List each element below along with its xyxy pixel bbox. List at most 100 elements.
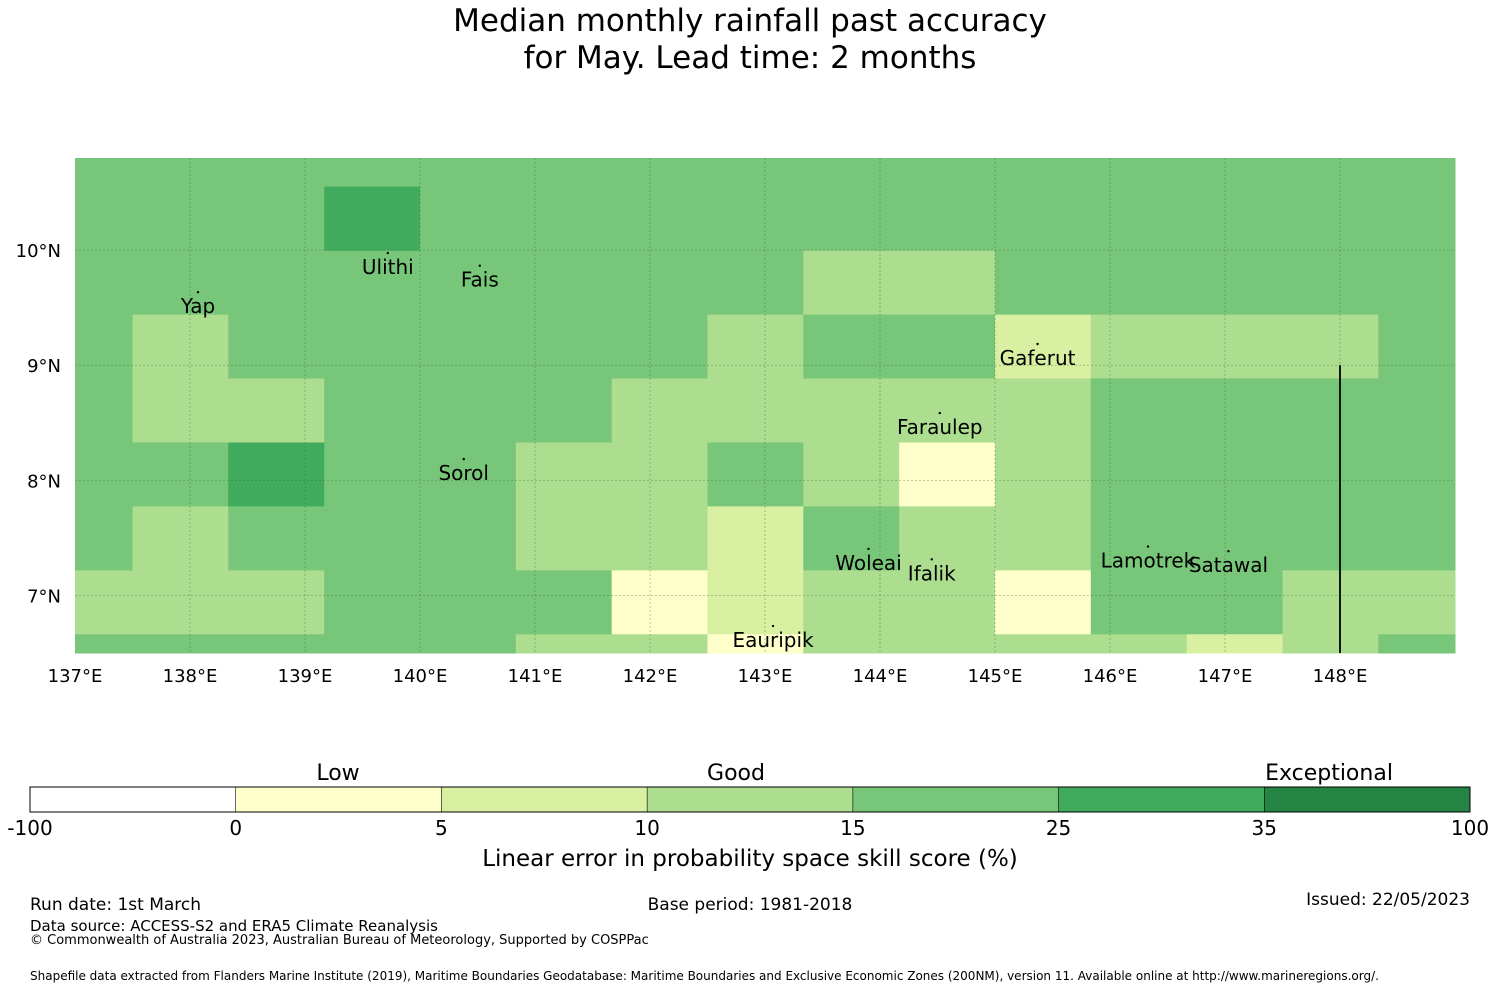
skill-cell [1090,158,1188,187]
skill-cell [1090,250,1188,315]
skill-cell [1090,505,1188,571]
colorbar-category-good: Good [707,761,765,786]
skill-cell [995,186,1092,251]
colorbar-frame [29,786,1471,813]
skill-cell [228,250,325,315]
lat-tick-label: 8°N [27,471,61,492]
skill-cell [707,633,804,654]
skill-cell [1282,377,1379,443]
lon-tick-label: 140°E [393,666,448,687]
skill-cell [803,250,900,315]
skill-cell [611,441,708,507]
skill-cell [1282,441,1379,507]
skill-cell [1186,158,1283,187]
skill-cell [75,314,133,379]
colorbar-tick-label: 35 [1251,816,1278,840]
skill-cell [324,250,421,315]
shapefile-credit: Shapefile data extracted from Flanders M… [30,969,1379,983]
island-marker [478,264,481,267]
skill-cell [324,569,421,635]
island-marker [930,558,933,561]
island-label: Fais [461,268,499,292]
skill-cell [132,569,229,635]
skill-cell [515,158,613,187]
island-marker [867,547,870,551]
skill-cell [1186,569,1283,635]
skill-cell [1378,158,1456,187]
skill-cell [228,377,325,443]
skill-cell [132,186,229,251]
skill-cell [899,314,996,379]
skill-cell [1378,250,1456,315]
data-source: Data source: ACCESS-S2 and ERA5 Climate … [30,917,438,935]
lon-tick-label: 138°E [163,666,218,687]
colorbar-tick-label: 0 [229,816,243,840]
colorbar-segment [1264,787,1471,812]
skill-cell [1186,505,1283,571]
skill-cell [420,441,517,507]
colorbar-segment [647,787,854,812]
lat-tick-label: 7°N [27,586,61,607]
skill-cell [515,441,613,507]
skill-cell [899,186,996,251]
skill-cell [803,186,900,251]
skill-cell [1282,250,1379,315]
colorbar-tick-label: 10 [634,816,660,840]
lon-tick-label: 146°E [1083,666,1138,687]
skill-cell [1378,633,1456,654]
copyright-notice: © Commonwealth of Australia 2023, Austra… [30,933,649,948]
island-label: Ulithi [362,255,414,279]
map-axis-labels: 137°E 138°E 139°E 140°E 141°E 142°E 143°E 144°E… [16,241,1368,687]
skill-cell [707,569,804,635]
skill-cell [707,441,804,507]
skill-cell [1378,441,1456,507]
island-marker [1227,550,1230,553]
skill-cell [1186,250,1283,315]
colorbar-segment [852,787,1060,812]
skill-cell [324,377,421,443]
skill-cell [707,158,804,187]
skill-cell [324,314,421,379]
island-label: Gaferut [1000,346,1076,370]
skill-cell [1186,441,1283,507]
base-period: Base period: 1981-2018 [647,895,853,915]
skill-cell [515,314,613,379]
island-label: Woleai [835,551,902,575]
island-marker [771,624,775,628]
skill-cell [1090,633,1188,654]
skill-cell [1090,186,1188,251]
lon-tick-label: 147°E [1198,666,1253,687]
skill-cell [75,633,133,654]
colorbar-category-low: Low [316,761,360,786]
skill-cell [611,505,708,571]
skill-cell [611,186,708,251]
skill-cell [132,441,229,507]
skill-cell [1378,314,1456,379]
skill-cell [324,505,421,571]
skill-cell [1378,377,1456,443]
skill-cell [611,250,708,315]
colorbar-tick-label: 100 [1450,816,1490,840]
skill-cell [995,314,1092,379]
skill-cell [803,633,900,654]
skill-cell [132,250,229,315]
colorbar-tick-label: 15 [840,816,866,840]
skill-cell [132,158,229,187]
skill-cell [515,505,613,571]
island-label: Eauripik [732,628,814,652]
colorbar-axis-label: Linear error in probability space skill … [482,846,1018,872]
island-marker [938,411,941,415]
colorbar-category-exceptional: Exceptional [1265,761,1393,786]
skill-cell [420,158,517,187]
colorbar-segment [30,787,237,812]
skill-cell [1282,633,1379,654]
skill-cell [228,441,325,507]
island-label: Lamotrek [1101,549,1196,573]
skill-cell [228,569,325,635]
skill-cell [515,569,613,635]
skill-cell [803,377,900,443]
lon-tick-label: 148°E [1313,666,1368,687]
skill-cell [611,158,708,187]
skill-cell [75,505,133,571]
skill-cell [1186,186,1283,251]
